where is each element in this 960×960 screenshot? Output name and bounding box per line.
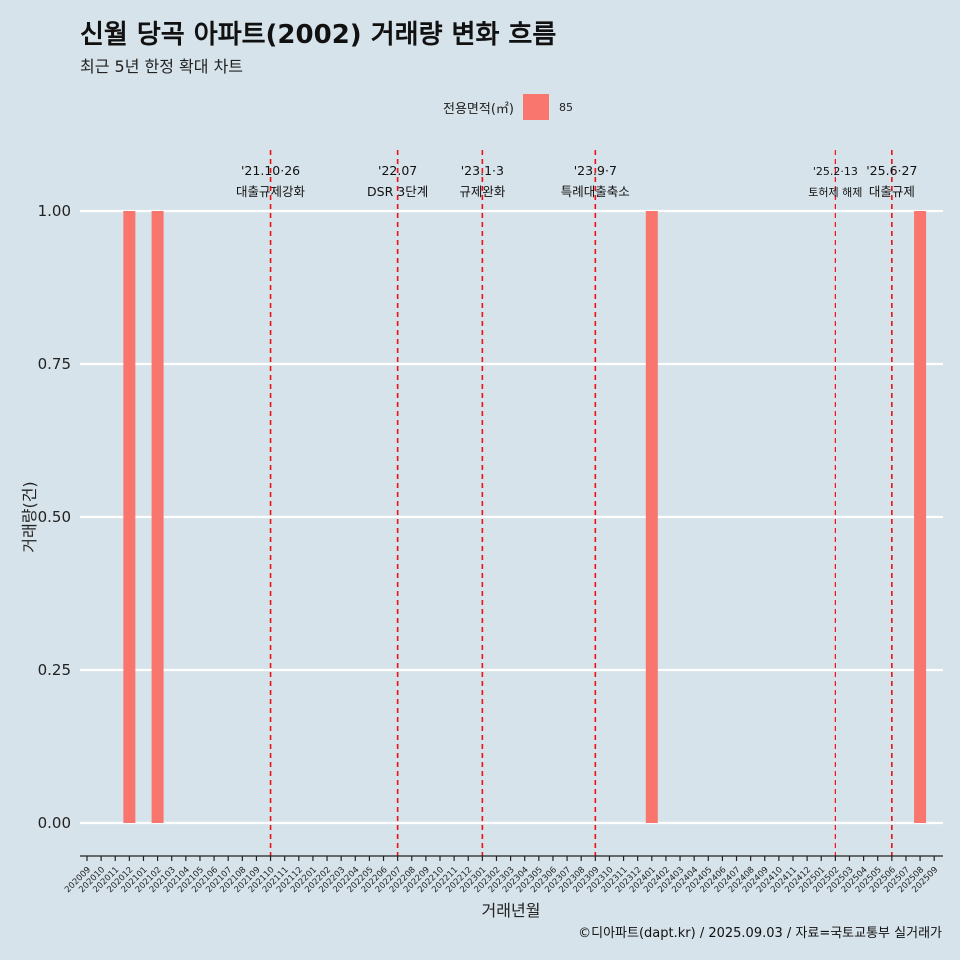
source-caption: ©디아파트(dapt.kr) / 2025.09.03 / 자료=국토교통부 실… — [578, 926, 942, 941]
legend-key-85 — [522, 94, 549, 120]
bar-202508 — [914, 211, 927, 823]
y-tick-label: 0.75 — [38, 355, 71, 373]
legend-label-85: 85 — [558, 100, 573, 114]
event-date-202309: '23.9·7 — [574, 163, 617, 178]
event-date-202502: '25.2·13 — [813, 165, 858, 178]
x-axis-label: 거래년월 — [481, 901, 541, 920]
y-tick-label: 1.00 — [38, 202, 71, 220]
y-tick-label: 0.00 — [38, 814, 71, 832]
event-label-202207: DSR 3단계 — [367, 184, 428, 199]
bar-202102 — [151, 211, 164, 823]
event-date-202506: '25.6·27 — [866, 163, 917, 178]
y-tick-label: 0.25 — [38, 661, 71, 679]
event-label-202301: 규제완화 — [459, 184, 506, 199]
bar-202012 — [123, 211, 136, 823]
chart-subtitle: 최근 5년 한정 확대 차트 — [80, 57, 244, 76]
chart-title: 신월 당곡 아파트(2002) 거래량 변화 흐름 — [80, 20, 557, 50]
event-label-202502: 토허제 해제 — [808, 185, 862, 199]
event-date-202207: '22.07 — [378, 163, 417, 178]
y-axis-label: 거래량(건) — [20, 481, 39, 553]
legend: 전용면적(㎡) 85 — [443, 94, 573, 120]
event-label-202110: 대출규제강화 — [236, 184, 306, 199]
event-date-202110: '21.10·26 — [241, 163, 300, 178]
event-label-202309: 특례대출축소 — [561, 184, 630, 199]
event-label-202506: 대출규제 — [869, 184, 915, 199]
event-date-202301: '23.1·3 — [461, 163, 504, 178]
y-tick-label: 0.50 — [38, 508, 71, 526]
legend-title: 전용면적(㎡) — [443, 101, 514, 117]
bar-202401 — [645, 211, 658, 823]
